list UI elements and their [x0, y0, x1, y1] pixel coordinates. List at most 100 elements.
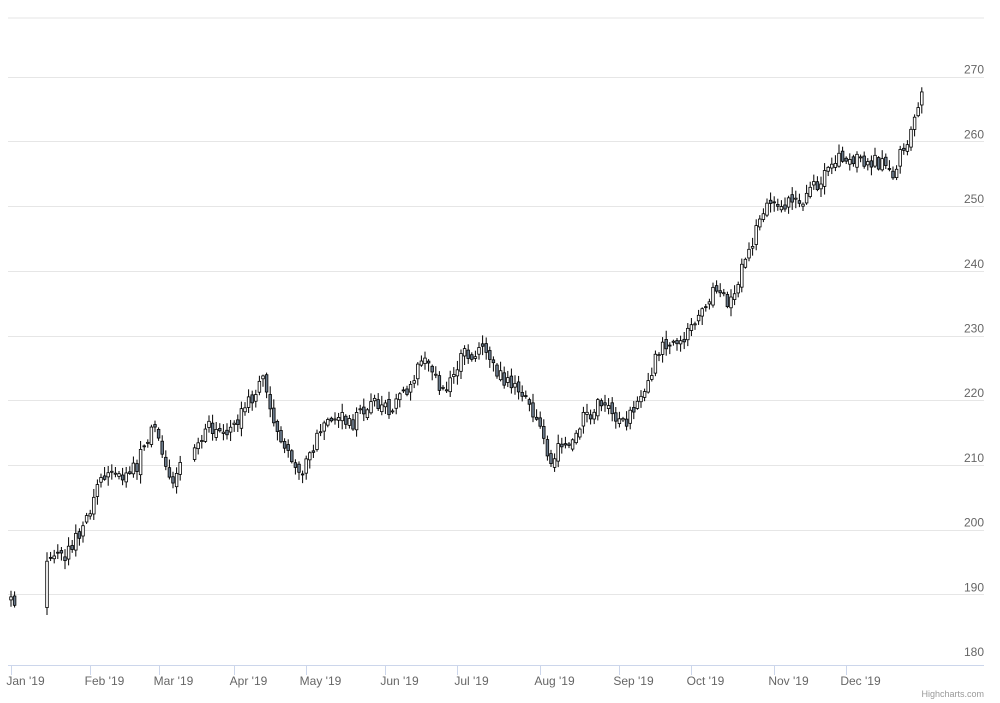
candle[interactable]: [819, 176, 823, 198]
candle[interactable]: [617, 411, 622, 428]
candle[interactable]: [538, 411, 542, 429]
candle[interactable]: [383, 399, 388, 414]
candle[interactable]: [635, 396, 640, 410]
candle[interactable]: [200, 434, 204, 449]
candle[interactable]: [210, 414, 215, 441]
candle[interactable]: [92, 488, 96, 520]
candle[interactable]: [552, 453, 557, 472]
candle[interactable]: [362, 398, 366, 422]
candle[interactable]: [902, 143, 906, 155]
candle[interactable]: [700, 307, 704, 325]
candle[interactable]: [606, 398, 611, 415]
candle[interactable]: [639, 390, 643, 408]
candle[interactable]: [729, 289, 733, 317]
candle[interactable]: [668, 342, 672, 355]
candle[interactable]: [412, 374, 416, 389]
candle[interactable]: [250, 390, 254, 411]
candle[interactable]: [246, 389, 251, 413]
candle[interactable]: [772, 196, 776, 212]
candle[interactable]: [570, 438, 575, 452]
candle[interactable]: [653, 350, 658, 377]
candle[interactable]: [866, 158, 870, 171]
candle[interactable]: [833, 155, 838, 172]
candle[interactable]: [336, 412, 341, 428]
candle[interactable]: [484, 337, 488, 360]
candle[interactable]: [488, 346, 492, 368]
candle[interactable]: [588, 409, 593, 425]
candle[interactable]: [272, 399, 276, 427]
candle[interactable]: [732, 285, 737, 306]
candle[interactable]: [506, 370, 510, 388]
candle[interactable]: [88, 509, 92, 520]
candle[interactable]: [344, 414, 348, 429]
candle[interactable]: [146, 439, 150, 448]
candle[interactable]: [722, 288, 726, 297]
candle[interactable]: [441, 385, 445, 391]
candle[interactable]: [621, 416, 625, 423]
candle[interactable]: [887, 160, 892, 172]
candle[interactable]: [9, 590, 13, 607]
candle[interactable]: [160, 435, 164, 458]
candle[interactable]: [660, 337, 665, 363]
candle[interactable]: [221, 424, 226, 441]
candle[interactable]: [790, 187, 794, 210]
candle[interactable]: [376, 393, 380, 411]
candle[interactable]: [696, 309, 701, 325]
candle[interactable]: [286, 439, 290, 458]
candle[interactable]: [419, 355, 424, 367]
candle[interactable]: [167, 459, 172, 480]
candle[interactable]: [448, 370, 452, 397]
candle[interactable]: [578, 427, 582, 440]
candle[interactable]: [120, 467, 125, 486]
candle[interactable]: [192, 444, 197, 462]
candle[interactable]: [387, 391, 391, 419]
candle[interactable]: [812, 174, 816, 190]
candle[interactable]: [473, 350, 478, 362]
candle[interactable]: [740, 258, 744, 293]
candle[interactable]: [502, 366, 506, 389]
candle[interactable]: [689, 318, 694, 337]
candle[interactable]: [156, 427, 161, 441]
candle[interactable]: [718, 283, 722, 298]
candle[interactable]: [736, 281, 740, 298]
candle[interactable]: [84, 512, 89, 525]
candle[interactable]: [581, 406, 586, 434]
candle[interactable]: [549, 449, 553, 467]
candle[interactable]: [725, 291, 730, 309]
candle[interactable]: [646, 372, 650, 394]
candle[interactable]: [516, 375, 521, 400]
candle[interactable]: [70, 539, 74, 553]
candle[interactable]: [401, 386, 406, 394]
credits-text[interactable]: Highcharts.com: [921, 689, 984, 699]
candle[interactable]: [876, 156, 881, 171]
candle[interactable]: [545, 435, 550, 461]
candle[interactable]: [268, 386, 272, 418]
candle[interactable]: [761, 208, 766, 223]
candle[interactable]: [754, 219, 758, 251]
candle[interactable]: [380, 395, 384, 416]
candle[interactable]: [232, 420, 236, 432]
candle[interactable]: [610, 397, 614, 422]
candle[interactable]: [196, 437, 200, 455]
candle[interactable]: [498, 361, 503, 382]
candle[interactable]: [405, 385, 409, 397]
candle[interactable]: [880, 150, 884, 172]
candle[interactable]: [311, 444, 316, 458]
candle[interactable]: [714, 280, 719, 294]
candle[interactable]: [354, 407, 359, 437]
candle[interactable]: [264, 372, 269, 399]
candle[interactable]: [567, 442, 571, 449]
candle[interactable]: [707, 298, 712, 310]
candle[interactable]: [920, 87, 924, 114]
candle[interactable]: [765, 198, 769, 218]
candle[interactable]: [290, 449, 294, 464]
candle[interactable]: [711, 282, 715, 308]
candle[interactable]: [459, 349, 463, 380]
candle[interactable]: [848, 153, 852, 171]
candle[interactable]: [48, 551, 53, 562]
candle[interactable]: [315, 429, 319, 452]
candle[interactable]: [372, 394, 377, 407]
candle[interactable]: [228, 419, 233, 442]
candle[interactable]: [815, 176, 820, 192]
candle[interactable]: [293, 459, 298, 475]
